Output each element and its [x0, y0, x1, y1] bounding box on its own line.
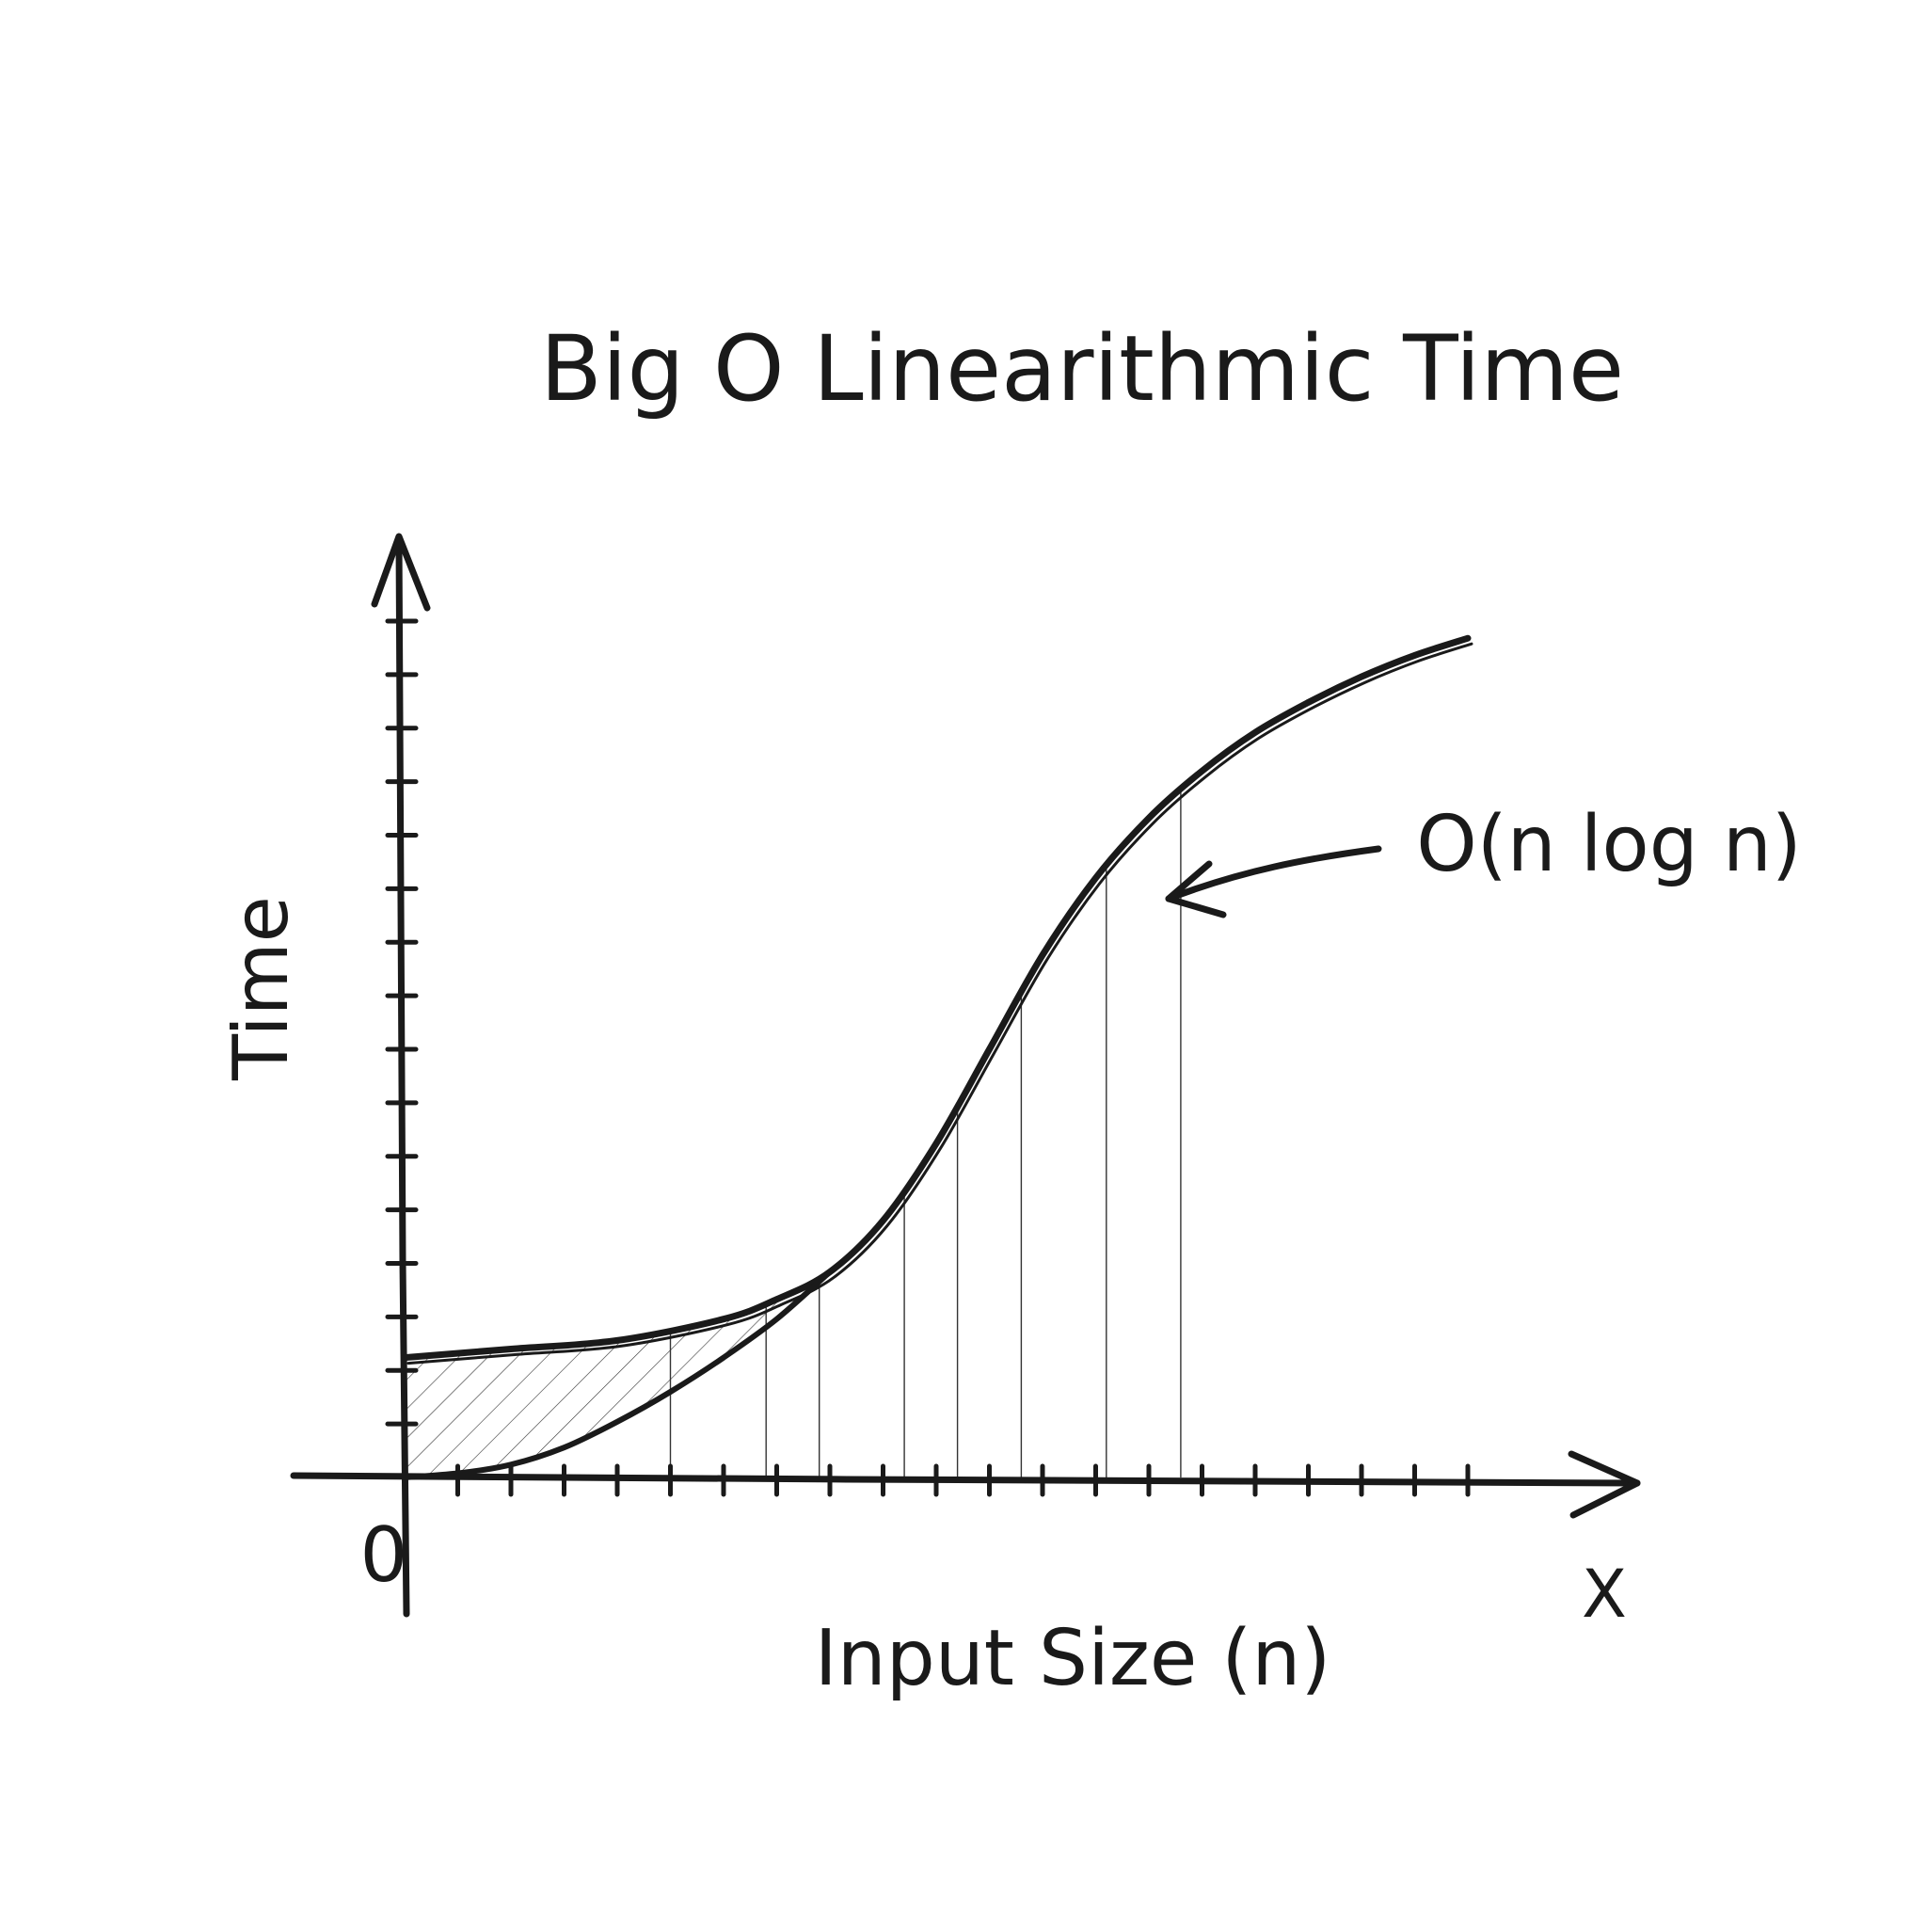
- x-axis-end-label: X: [1582, 1556, 1627, 1633]
- origin-label: 0: [360, 1511, 408, 1599]
- drop-lines: [669, 790, 1182, 1477]
- annotation-arrow-shaft: [1165, 845, 1382, 902]
- ticks: [385, 618, 1471, 1497]
- x-axis-line: [290, 1472, 1641, 1487]
- hatched-region: [405, 1271, 830, 1477]
- series-group: [401, 634, 1473, 1480]
- annotation-arrow: [1165, 845, 1382, 918]
- y-axis-line: [395, 535, 410, 1618]
- x-axis-label: Input Size (n): [815, 1614, 1331, 1703]
- chart-title: Big O Linearithmic Time: [540, 316, 1624, 422]
- series-line-lower: [402, 1269, 833, 1480]
- y-axis-arrowhead: [371, 533, 431, 612]
- series-line-main-sketch: [406, 642, 1473, 1365]
- annotation-label: O(n log n): [1416, 800, 1802, 889]
- y-axis-label: Time: [217, 896, 305, 1081]
- annotation-arrowhead: [1165, 860, 1227, 918]
- hatched-fill: [405, 1271, 830, 1477]
- x-axis-arrowhead: [1568, 1450, 1641, 1519]
- series-line-main: [401, 634, 1472, 1362]
